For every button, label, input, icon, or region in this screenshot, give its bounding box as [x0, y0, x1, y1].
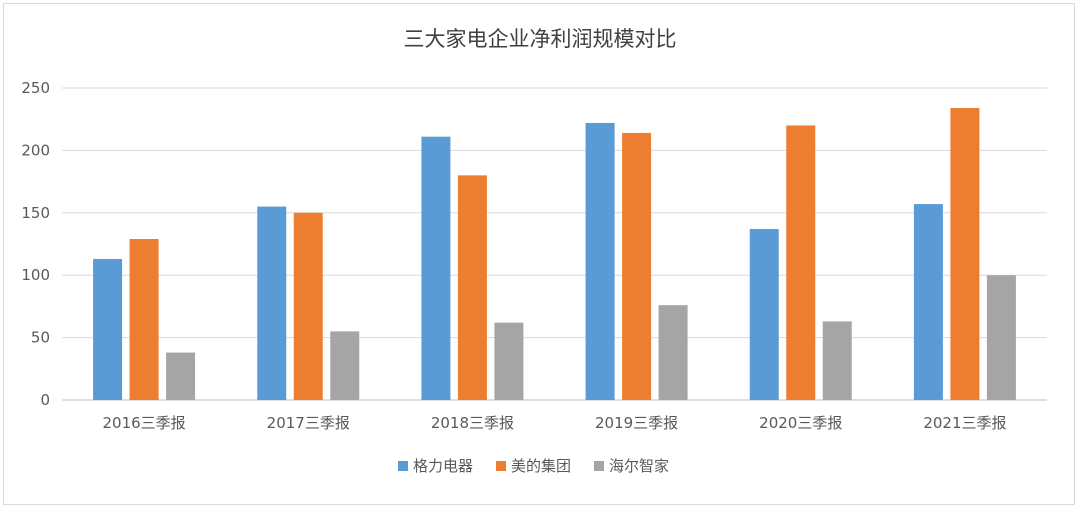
bar [457, 175, 487, 400]
y-tick-label: 0 [40, 391, 50, 409]
legend-swatch [496, 461, 506, 471]
x-tick-label: 2020三季报 [759, 414, 842, 432]
x-tick-label: 2021三季报 [923, 414, 1006, 432]
legend-label: 美的集团 [511, 457, 571, 475]
bar [585, 122, 615, 400]
bar [950, 107, 980, 400]
bar [421, 136, 451, 400]
grid-lines [62, 87, 1047, 401]
bar [749, 229, 779, 400]
y-tick-label: 150 [21, 204, 50, 222]
bar [986, 275, 1016, 400]
legend: 格力电器 美的集团 海尔智家 [398, 457, 669, 475]
x-tick-label: 2018三季报 [431, 414, 514, 432]
y-axis: 0 50 100 150 200 250 [21, 79, 50, 409]
legend-label: 格力电器 [413, 457, 473, 475]
bar [293, 212, 323, 400]
y-tick-label: 250 [21, 79, 50, 97]
y-tick-label: 200 [21, 141, 50, 159]
bar [622, 132, 652, 401]
bar [330, 331, 360, 400]
legend-label: 海尔智家 [609, 457, 669, 475]
bar [129, 239, 159, 400]
x-axis: 2016三季报 2017三季报 2018三季报 2019三季报 2020三季报 2021三… [102, 414, 1006, 432]
bar [786, 125, 816, 400]
bar [822, 321, 852, 400]
chart-title: 三大家电企业净利润规模对比 [404, 27, 677, 51]
chart-frame [3, 3, 1075, 505]
x-tick-label: 2019三季报 [595, 414, 678, 432]
bar [494, 322, 524, 400]
bar [93, 258, 123, 400]
y-tick-label: 100 [21, 266, 50, 284]
legend-swatch [594, 461, 604, 471]
bar [658, 305, 688, 400]
bar [913, 204, 943, 400]
legend-swatch [398, 461, 408, 471]
x-tick-label: 2016三季报 [102, 414, 185, 432]
bar [257, 206, 287, 400]
bars [93, 107, 1016, 401]
x-tick-label: 2017三季报 [267, 414, 350, 432]
bar [166, 352, 196, 400]
y-tick-label: 50 [31, 329, 50, 347]
